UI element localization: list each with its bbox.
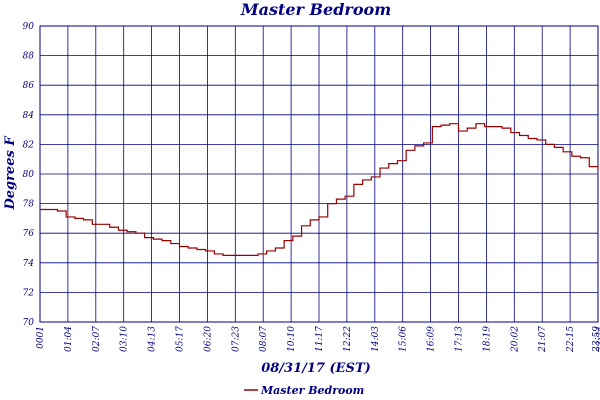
y-tick-label: 74 <box>23 259 35 269</box>
plot-grid <box>39 25 599 323</box>
x-tick-label: 06:20 <box>203 326 213 352</box>
x-tick-label: 10:10 <box>287 326 297 352</box>
x-tick-label: 05:17 <box>176 326 186 352</box>
x-tick-label: 17:13 <box>455 326 465 352</box>
x-tick-label: 15:06 <box>399 326 409 352</box>
y-tick-labels: 70 72 74 76 78 80 82 84 86 88 90 <box>23 22 35 328</box>
x-axis-label: 08/31/17 (EST) <box>261 361 371 376</box>
x-tick-labels: 0001 01:04 02:07 03:10 04:13 05:17 06:20 07:23 0… <box>36 326 600 353</box>
series-line <box>40 123 599 256</box>
x-tick-label: 14:03 <box>371 326 381 352</box>
y-tick-label: 76 <box>23 229 35 239</box>
x-tick-label: 02:07 <box>92 326 102 352</box>
x-tick-label: 23:24 <box>596 326 600 353</box>
y-tick-label: 72 <box>23 288 35 298</box>
y-tick-label: 70 <box>23 318 35 328</box>
y-tick-label: 90 <box>23 22 35 32</box>
x-tick-label: 08:07 <box>259 326 269 352</box>
x-tick-label: 16:09 <box>427 326 437 352</box>
legend-label: Master Bedroom <box>260 384 364 397</box>
x-tick-label: 12:22 <box>343 326 353 352</box>
x-tick-label: 07:23 <box>231 326 241 352</box>
series-layer <box>40 123 599 256</box>
y-tick-label: 78 <box>23 200 35 210</box>
y-tick-label: 84 <box>23 111 35 121</box>
x-tick-label: 0001 <box>36 326 46 349</box>
y-tick-label: 88 <box>23 52 35 62</box>
chart-title: Master Bedroom <box>240 0 391 19</box>
y-tick-label: 80 <box>23 170 35 180</box>
x-tick-label: 20:02 <box>510 326 520 353</box>
x-tick-label: 22:15 <box>566 326 576 353</box>
x-tick-label: 03:10 <box>120 326 130 352</box>
x-tick-label: 23:59 <box>592 326 600 353</box>
y-tick-label: 82 <box>23 140 35 150</box>
x-tick-label: 21:07 <box>538 326 548 353</box>
y-tick-label: 86 <box>23 81 35 91</box>
x-tick-label: 18:19 <box>482 326 492 352</box>
x-tick-label: 11:17 <box>315 326 325 352</box>
x-tick-label: 01:04 <box>64 326 74 352</box>
legend: Master Bedroom <box>244 384 364 397</box>
y-axis-label: Degrees F <box>3 136 18 211</box>
x-tick-label: 04:13 <box>148 326 158 352</box>
plot-border <box>39 25 599 323</box>
